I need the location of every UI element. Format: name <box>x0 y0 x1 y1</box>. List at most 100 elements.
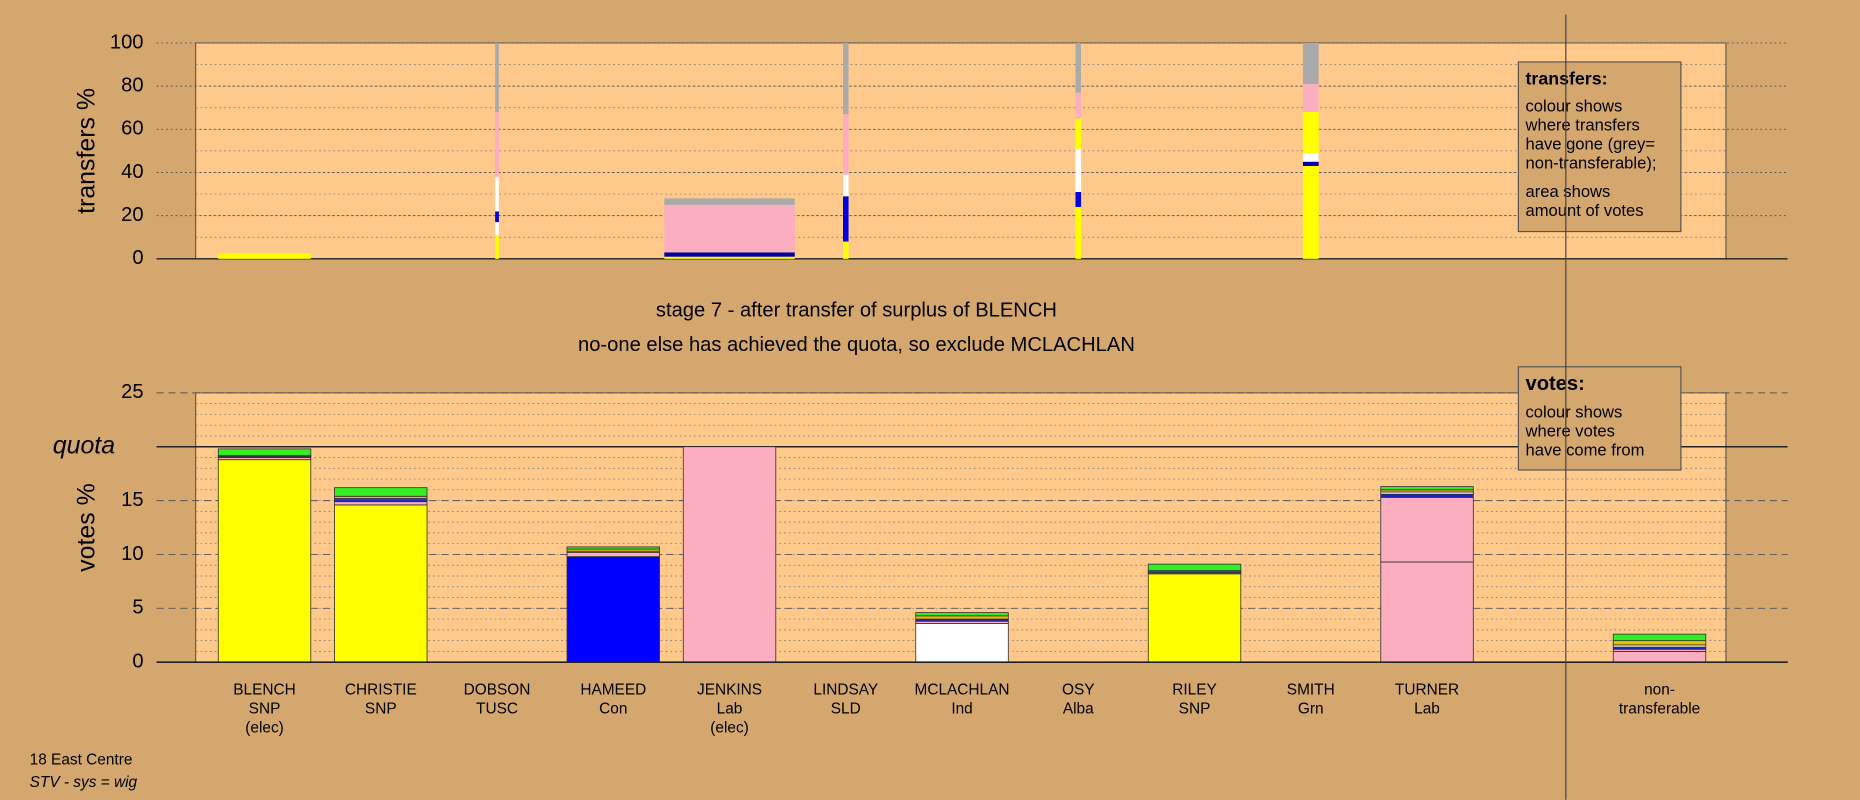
transfer-segment <box>495 235 499 259</box>
transfer-segment <box>495 112 499 177</box>
bar-segment <box>334 504 428 663</box>
y-tick-label: 0 <box>132 247 143 269</box>
note-line: non-transferable); <box>1525 153 1656 172</box>
note-box <box>1517 61 1682 233</box>
y-tick-label: 0 <box>132 650 143 672</box>
chart-subtitle: no-one else has achieved the quota, so e… <box>578 334 1135 356</box>
x-tick-label: JENKINS <box>697 682 762 699</box>
transfer-segment <box>495 222 499 236</box>
y-tick-label: 40 <box>121 161 143 183</box>
transfer-segment <box>218 253 311 259</box>
transfer-segment <box>1302 153 1319 162</box>
bar-segment <box>915 612 1009 617</box>
transfer-segment <box>1075 118 1082 149</box>
bar-segment <box>217 459 312 663</box>
y-tick-label: 15 <box>121 489 143 511</box>
transfer-segment <box>1302 166 1319 259</box>
x-tick-label: Lab <box>717 701 743 718</box>
transfer-segment <box>1302 161 1319 167</box>
bar-segment <box>915 622 1009 663</box>
transfer-segment <box>1075 207 1082 259</box>
bar-segment <box>682 446 777 663</box>
x-tick-label: Ind <box>951 701 972 718</box>
note-line: where votes <box>1524 421 1614 440</box>
transfer-segment <box>495 211 499 223</box>
bar-segment <box>1380 486 1474 491</box>
x-tick-label: non- <box>1644 682 1675 699</box>
bar-segment <box>334 487 428 497</box>
bar-segment <box>566 556 660 663</box>
transfer-segment <box>664 252 795 257</box>
bar-segment <box>217 448 312 456</box>
transfer-segment <box>664 256 795 259</box>
bar-segment <box>566 551 660 558</box>
bar-segment <box>1147 563 1242 572</box>
transfer-segment <box>843 42 849 115</box>
bar-segment <box>1612 640 1707 646</box>
note-line: have gone (grey= <box>1525 134 1655 153</box>
y-axis-title: transfers % <box>72 88 100 214</box>
bar-segment <box>566 546 660 550</box>
transfer-segment <box>1075 42 1082 93</box>
y-tick-label: quota <box>53 431 115 459</box>
bar-segment <box>1380 496 1474 563</box>
transfer-segment <box>495 42 499 113</box>
transfer-segment <box>1075 92 1082 119</box>
x-tick-label: TUSC <box>476 701 518 718</box>
transfer-segment <box>1302 112 1319 154</box>
y-tick-label: 100 <box>110 31 144 53</box>
y-tick-label: 10 <box>121 543 143 565</box>
x-tick-label: (elec) <box>710 720 749 737</box>
x-tick-label: Alba <box>1063 701 1094 718</box>
y-tick-label: 80 <box>121 74 143 96</box>
chart-title: stage 7 - after transfer of surplus of B… <box>656 299 1057 321</box>
x-tick-label: Con <box>599 701 627 718</box>
note-line: area shows <box>1525 182 1610 201</box>
note-line: amount of votes <box>1525 201 1643 220</box>
bar-segment <box>1380 493 1474 498</box>
bar-segment <box>1612 633 1707 642</box>
transfer-segment <box>1302 83 1319 113</box>
x-tick-label: MCLACHLAN <box>915 682 1010 699</box>
transfer-segment <box>843 196 849 242</box>
x-tick-label: transferable <box>1619 701 1700 718</box>
bar-segment <box>915 615 1009 620</box>
note-line: have come from <box>1525 440 1644 459</box>
x-tick-label: OSY <box>1062 682 1095 699</box>
footer-line: 18 East Centre <box>30 752 133 769</box>
x-tick-label: Lab <box>1414 701 1440 718</box>
transfer-segment <box>843 241 849 259</box>
footer-line: STV - sys = wig <box>30 774 138 791</box>
bar-segment <box>334 501 428 506</box>
transfer-segment <box>1075 191 1082 208</box>
transfer-segment <box>1075 148 1082 192</box>
bar-segment <box>1380 561 1474 663</box>
note-line: where transfers <box>1524 115 1639 134</box>
transfer-segment <box>664 204 795 253</box>
x-tick-label: CHRISTIE <box>345 682 417 699</box>
y-tick-label: 5 <box>132 597 143 619</box>
note-title: votes: <box>1525 373 1584 395</box>
note-box <box>1517 366 1682 471</box>
transfer-segment <box>495 176 499 212</box>
x-tick-label: (elec) <box>245 720 284 737</box>
x-tick-label: HAMEED <box>580 682 646 699</box>
x-tick-label: TURNER <box>1395 682 1459 699</box>
x-tick-label: BLENCH <box>233 682 295 699</box>
x-tick-label: SLD <box>831 701 861 718</box>
transfer-segment <box>1302 42 1319 84</box>
y-tick-label: 20 <box>121 204 143 226</box>
bar-segment <box>1147 573 1242 663</box>
transfer-segment <box>843 174 849 197</box>
y-tick-label: 25 <box>121 381 143 403</box>
x-tick-label: DOBSON <box>464 682 531 699</box>
x-tick-label: SNP <box>365 701 397 718</box>
bar-segment <box>1612 650 1707 663</box>
note-line: colour shows <box>1525 402 1622 421</box>
note-title: transfers: <box>1525 68 1607 88</box>
y-tick-label: 60 <box>121 118 143 140</box>
transfer-segment <box>843 114 849 175</box>
x-tick-label: SNP <box>249 701 281 718</box>
